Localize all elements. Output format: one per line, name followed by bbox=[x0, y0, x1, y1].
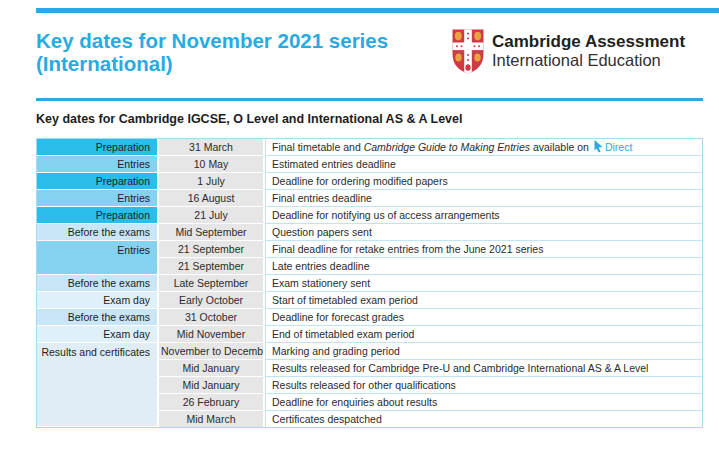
description-cell: Results released for Cambridge Pre-U and… bbox=[265, 360, 702, 377]
date-cell: Mid September bbox=[159, 224, 265, 241]
description-cell: Exam stationery sent bbox=[265, 275, 702, 292]
date-cell: 21 September bbox=[159, 258, 265, 275]
description-cell: End of timetabled exam period bbox=[265, 326, 702, 343]
date-cell: 10 May bbox=[159, 156, 265, 173]
date-cell: 21 July bbox=[159, 207, 265, 224]
description-cell: Certificates despatched bbox=[265, 411, 702, 427]
table-row: Exam day Mid November End of timetabled … bbox=[37, 326, 702, 343]
table-row: Preparation 21 July Deadline for notifyi… bbox=[37, 207, 702, 224]
date-cell: 21 September bbox=[159, 241, 265, 258]
table-row: Results and certificates November to Dec… bbox=[37, 343, 702, 360]
top-accent-bar bbox=[36, 8, 719, 13]
date-cell: 31 October bbox=[159, 309, 265, 326]
table-row: Entries 16 August Final entries deadline bbox=[37, 190, 702, 207]
cambridge-logo-text: Cambridge Assessment International Educa… bbox=[492, 29, 685, 69]
cie-direct-cursor-icon bbox=[593, 140, 603, 155]
date-cell: 31 March bbox=[159, 139, 265, 156]
category-cell: Entries bbox=[37, 156, 159, 173]
description-cell: Deadline for forecast grades bbox=[265, 309, 702, 326]
category-cell: Exam day bbox=[37, 326, 159, 343]
category-cell: Exam day bbox=[37, 292, 159, 309]
date-cell: Late September bbox=[159, 275, 265, 292]
table-row: Exam day Early October Start of timetabl… bbox=[37, 292, 702, 309]
description-cell: Final timetable and Cambridge Guide to M… bbox=[265, 139, 702, 156]
guide-title-italic: Cambridge Guide to Making Entries bbox=[364, 141, 530, 153]
section-heading: Key dates for Cambridge IGCSE, O Level a… bbox=[36, 112, 463, 126]
date-cell: 26 February bbox=[159, 394, 265, 411]
description-cell: Final deadline for retake entries from t… bbox=[265, 241, 702, 258]
description-cell: Estimated entries deadline bbox=[265, 156, 702, 173]
category-cell: Before the exams bbox=[37, 275, 159, 292]
date-cell: November to December bbox=[159, 343, 265, 360]
date-cell: Mid January bbox=[159, 377, 265, 394]
key-dates-table: Preparation 31 March Final timetable and… bbox=[36, 138, 703, 428]
page-title-line1: Key dates for November 2021 series bbox=[36, 29, 388, 52]
cambridge-logo: Cambridge Assessment International Educa… bbox=[452, 29, 685, 74]
date-cell: Mid November bbox=[159, 326, 265, 343]
date-cell: Mid March bbox=[159, 411, 265, 427]
logo-org-line1: Cambridge Assessment bbox=[492, 32, 685, 51]
category-cell: Preparation bbox=[37, 139, 159, 156]
table-row: Preparation 1 July Deadline for ordering… bbox=[37, 173, 702, 190]
date-cell: 1 July bbox=[159, 173, 265, 190]
category-cell: Entries bbox=[37, 190, 159, 207]
description-cell: Deadline for enquiries about results bbox=[265, 394, 702, 411]
category-cell: Preparation bbox=[37, 207, 159, 224]
description-text: available on bbox=[530, 141, 592, 153]
cambridge-shield-icon bbox=[452, 29, 484, 74]
header-divider bbox=[36, 98, 703, 101]
table-row: Before the exams Mid September Question … bbox=[37, 224, 702, 241]
date-cell: 16 August bbox=[159, 190, 265, 207]
page-title-line2: (International) bbox=[36, 52, 173, 75]
table-row: Entries 10 May Estimated entries deadlin… bbox=[37, 156, 702, 173]
description-cell: Late entries deadline bbox=[265, 258, 702, 275]
description-cell: Deadline for notifying us of access arra… bbox=[265, 207, 702, 224]
page-title: Key dates for November 2021 series (Inte… bbox=[36, 29, 388, 75]
table-row: Entries 21 September Final deadline for … bbox=[37, 241, 702, 258]
description-cell: Marking and grading period bbox=[265, 343, 702, 360]
description-cell: Deadline for ordering modified papers bbox=[265, 173, 702, 190]
category-cell: Preparation bbox=[37, 173, 159, 190]
document-page: Key dates for November 2021 series (Inte… bbox=[0, 0, 719, 451]
category-cell: Results and certificates bbox=[37, 343, 159, 427]
table-row: Preparation 31 March Final timetable and… bbox=[37, 139, 702, 156]
description-text: Final timetable and bbox=[272, 141, 364, 153]
category-cell: Entries bbox=[37, 241, 159, 275]
date-cell: Mid January bbox=[159, 360, 265, 377]
table-row: Before the exams 31 October Deadline for… bbox=[37, 309, 702, 326]
category-cell: Before the exams bbox=[37, 224, 159, 241]
description-cell: Final entries deadline bbox=[265, 190, 702, 207]
description-cell: Results released for other qualification… bbox=[265, 377, 702, 394]
description-cell: Start of timetabled exam period bbox=[265, 292, 702, 309]
logo-org-line2: International Education bbox=[492, 51, 685, 69]
date-cell: Early October bbox=[159, 292, 265, 309]
cie-direct-label: Direct bbox=[605, 141, 632, 153]
category-cell: Before the exams bbox=[37, 309, 159, 326]
description-cell: Question papers sent bbox=[265, 224, 702, 241]
table-row: Before the exams Late September Exam sta… bbox=[37, 275, 702, 292]
